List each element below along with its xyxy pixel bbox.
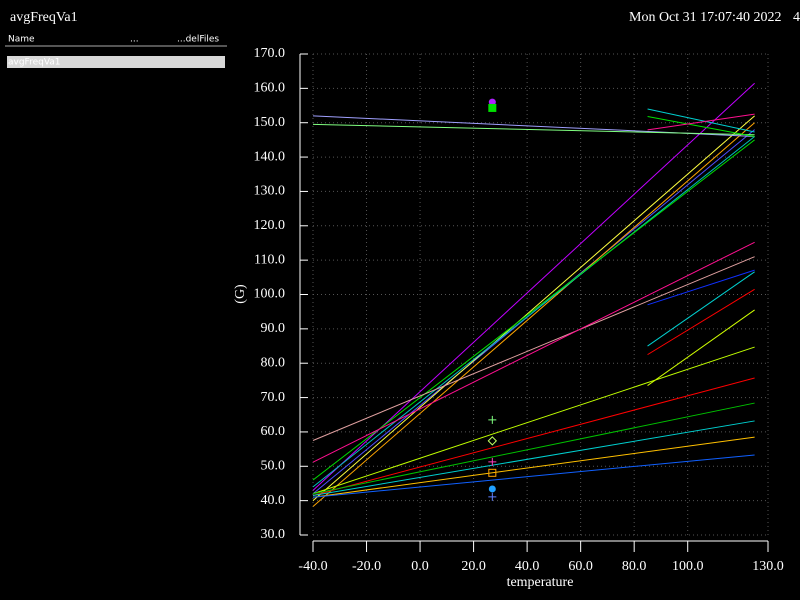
series-line [647,108,755,133]
y-tick-label: 30.0 [261,527,286,542]
x-tick-label: 100.0 [672,559,704,574]
series-line [647,309,755,386]
point [488,485,496,493]
series-line [312,82,755,491]
point [488,103,497,112]
y-tick-label: 90.0 [261,321,286,336]
column-header[interactable]: ... [130,35,139,45]
series-line [647,269,755,306]
x-tick-label: -20.0 [352,559,381,574]
x-tick-label: 0.0 [411,559,429,574]
y-tick-label: 130.0 [254,184,286,199]
series-line [647,113,755,131]
point [488,492,497,501]
point [488,415,497,424]
y-tick-label: 100.0 [254,287,286,302]
series-line [312,115,755,502]
series-line [312,402,755,495]
series-line [312,123,755,136]
y-tick-label: 160.0 [254,81,286,96]
series-line [312,420,755,496]
y-tick-label: 40.0 [261,493,286,508]
column-header[interactable]: Name [8,35,35,45]
series-line [312,377,755,496]
series-line [312,346,755,495]
series-line [312,436,755,498]
y-tick-label: 80.0 [261,355,286,370]
series-line [647,271,755,347]
y-tick-label: 120.0 [254,218,286,233]
series-line [312,139,755,481]
selected-row[interactable] [7,56,225,68]
x-axis-label: temperature [507,575,574,590]
x-tick-label: 130.0 [752,559,784,574]
y-tick-label: 150.0 [254,115,286,130]
y-tick-label: 60.0 [261,424,286,439]
x-tick-label: 40.0 [515,559,540,574]
series-line [312,122,755,507]
y-axis-label: (G) [233,284,248,304]
y-tick-label: 170.0 [254,46,286,61]
row-label[interactable]: avgFreqVa1 [8,58,61,68]
point [488,98,496,106]
timestamp: Mon Oct 31 17:07:40 2022 [629,10,781,25]
column-header[interactable]: ...delFiles [177,35,219,45]
series-line [312,136,755,488]
series-line [312,241,755,463]
series-line [312,454,755,498]
y-tick-label: 110.0 [254,252,285,267]
x-tick-label: 60.0 [568,559,593,574]
y-tick-label: 140.0 [254,149,286,164]
series-line [312,256,755,441]
y-tick-label: 50.0 [261,459,286,474]
y-tick-label: 70.0 [261,390,286,405]
point [488,468,497,477]
x-tick-label: -40.0 [298,559,327,574]
series-line [647,288,755,356]
point [488,457,497,466]
x-tick-label: 80.0 [622,559,647,574]
extra: 4 [793,10,800,25]
window-title: avgFreqVa1 [10,10,78,25]
point [487,436,498,446]
x-tick-label: 20.0 [461,559,486,574]
series-line [647,116,755,137]
